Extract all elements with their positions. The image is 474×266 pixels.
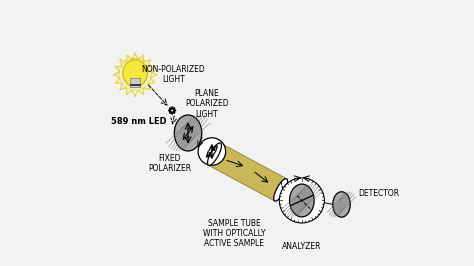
Text: FIXED
POLARIZER: FIXED POLARIZER [148, 154, 191, 173]
Text: ANALYZER: ANALYZER [282, 242, 321, 251]
Text: DETECTOR: DETECTOR [359, 189, 400, 198]
Circle shape [118, 57, 152, 90]
Circle shape [279, 178, 324, 223]
Ellipse shape [208, 143, 221, 165]
Ellipse shape [174, 115, 202, 151]
Text: SAMPLE TUBE
WITH OPTICALLY
ACTIVE SAMPLE: SAMPLE TUBE WITH OPTICALLY ACTIVE SAMPLE [203, 219, 265, 248]
Text: PLANE
POLARIZED
LIGHT: PLANE POLARIZED LIGHT [185, 89, 228, 119]
Ellipse shape [290, 184, 314, 217]
Text: 589 nm LED: 589 nm LED [111, 117, 167, 126]
Text: NON-POLARIZED
LIGHT: NON-POLARIZED LIGHT [142, 65, 205, 85]
Bar [130, 78, 140, 87]
Ellipse shape [123, 60, 147, 87]
Ellipse shape [333, 192, 350, 217]
Circle shape [198, 138, 226, 165]
Polygon shape [209, 143, 287, 201]
Ellipse shape [273, 179, 288, 201]
